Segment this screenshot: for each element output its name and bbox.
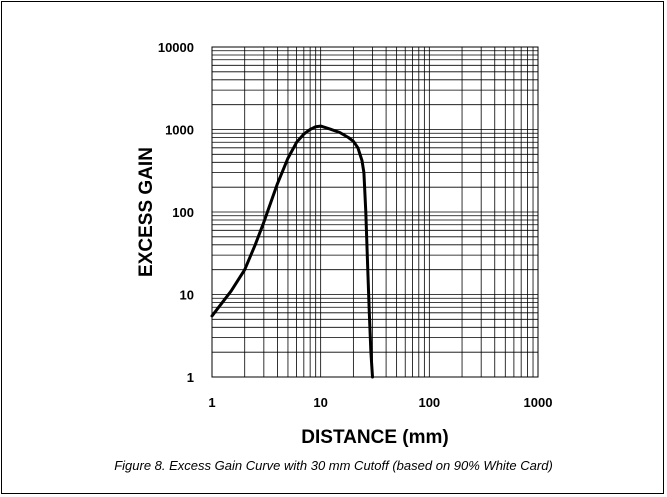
y-tick-label: 10000 xyxy=(158,40,194,55)
grid-lines xyxy=(211,47,538,378)
plot-border xyxy=(211,46,539,378)
y-tick-labels: 1 10 100 1000 10000 xyxy=(158,40,194,385)
y-tick-label: 100 xyxy=(172,205,194,220)
x-tick-label: 100 xyxy=(418,395,440,410)
x-tick-label: 1000 xyxy=(524,395,553,410)
x-tick-label: 10 xyxy=(313,395,327,410)
x-tick-labels: 1 10 100 1000 xyxy=(208,395,552,410)
x-tick-label: 1 xyxy=(208,395,215,410)
figure-caption: Figure 8. Excess Gain Curve with 30 mm C… xyxy=(114,458,553,473)
x-axis-title: DISTANCE (mm) xyxy=(301,427,448,448)
y-tick-label: 1 xyxy=(187,370,194,385)
y-axis-title: EXCESS GAIN xyxy=(136,147,157,277)
excess-gain-curve xyxy=(210,124,374,379)
y-tick-label: 10 xyxy=(180,288,194,303)
y-tick-label: 1000 xyxy=(165,123,194,138)
